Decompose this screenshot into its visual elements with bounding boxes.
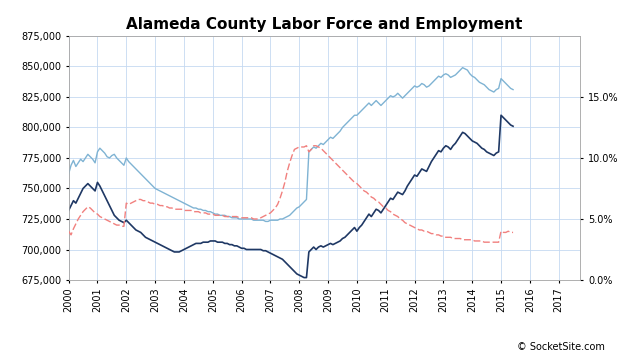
Text: © SocketSite.com: © SocketSite.com [517, 342, 605, 352]
Title: Alameda County Labor Force and Employment: Alameda County Labor Force and Employmen… [126, 17, 523, 32]
